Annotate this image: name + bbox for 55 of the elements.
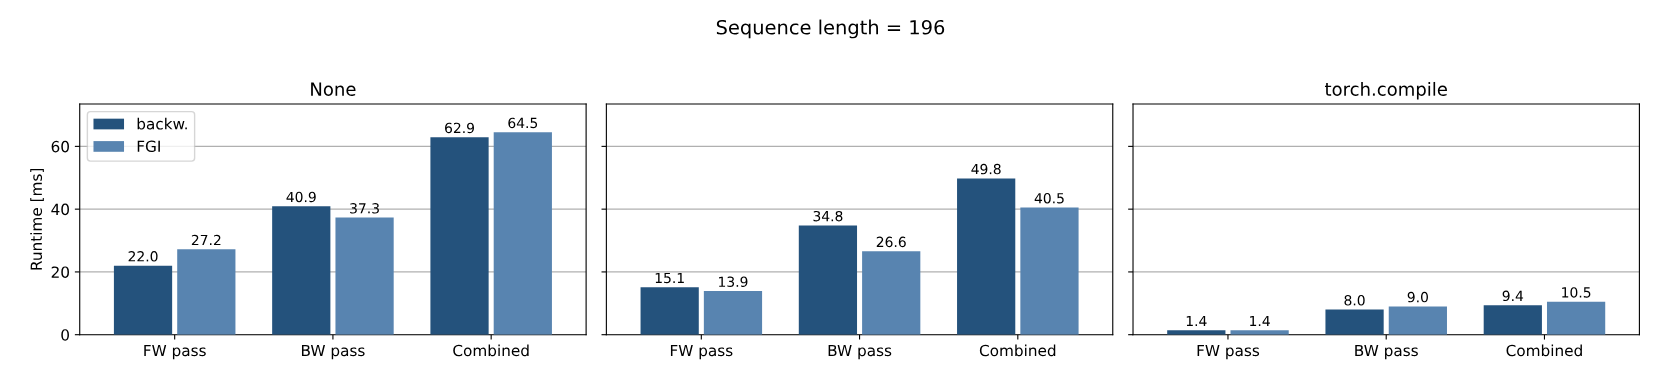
bar bbox=[640, 287, 699, 335]
bar bbox=[1546, 301, 1606, 335]
bar bbox=[272, 206, 331, 335]
data-label: 1.4 bbox=[1186, 315, 1207, 327]
bar bbox=[1020, 207, 1079, 335]
bar bbox=[1167, 330, 1226, 335]
x-tick-label: Combined bbox=[979, 344, 1056, 357]
bar bbox=[177, 249, 236, 335]
bar bbox=[1483, 305, 1542, 335]
x-tick-label: FW pass bbox=[670, 344, 733, 360]
y-tick-label: 40 bbox=[51, 203, 69, 216]
data-label: 15.1 bbox=[655, 272, 684, 284]
legend-label: FGI bbox=[137, 140, 160, 153]
x-tick-label: FW pass bbox=[1197, 344, 1260, 360]
data-label: 10.5 bbox=[1562, 287, 1591, 298]
y-tick-label: 60 bbox=[51, 140, 69, 153]
chart-title: None bbox=[311, 82, 356, 96]
data-label: 9.0 bbox=[1407, 291, 1428, 303]
x-tick-label: BW pass bbox=[301, 344, 365, 360]
data-label: 49.8 bbox=[971, 163, 1001, 175]
x-tick-label: Combined bbox=[1506, 344, 1582, 357]
bar bbox=[703, 291, 763, 335]
bar bbox=[493, 132, 552, 335]
x-tick-label: BW pass bbox=[828, 344, 892, 360]
data-label: 26.6 bbox=[876, 236, 906, 248]
y-tick-label: 20 bbox=[51, 266, 69, 278]
x-tick-label: Combined bbox=[453, 344, 529, 357]
data-label: 40.5 bbox=[1034, 193, 1064, 204]
data-label: 40.9 bbox=[286, 191, 316, 203]
x-tick-label: BW pass bbox=[1355, 344, 1418, 360]
bar bbox=[862, 251, 921, 335]
y-tick-label: 0 bbox=[61, 329, 69, 341]
text: Sequence length = 196 bbox=[716, 19, 945, 39]
data-label: 34.8 bbox=[813, 210, 843, 222]
data-label: 8.0 bbox=[1344, 295, 1365, 306]
bar bbox=[957, 178, 1016, 335]
data-label: 9.4 bbox=[1502, 290, 1524, 302]
data-label: 22.0 bbox=[128, 251, 158, 262]
data-label: 62.9 bbox=[445, 122, 475, 134]
data-label: 27.2 bbox=[191, 234, 221, 246]
x-tick-label: FW pass bbox=[144, 344, 206, 360]
y-axis-title: Runtime [ms] bbox=[30, 168, 44, 270]
chart-title: torch.compile bbox=[1324, 81, 1447, 100]
bar bbox=[1325, 309, 1384, 335]
bar bbox=[430, 137, 489, 335]
data-label: 1.4 bbox=[1250, 315, 1270, 327]
bar bbox=[335, 217, 394, 335]
bar bbox=[1230, 330, 1289, 335]
bar bbox=[113, 265, 173, 335]
legend-label: backw. bbox=[137, 117, 187, 130]
data-label: 64.5 bbox=[508, 117, 538, 129]
data-label: 37.3 bbox=[350, 203, 379, 214]
bar bbox=[1388, 306, 1447, 335]
bar bbox=[798, 225, 858, 335]
data-label: 13.9 bbox=[719, 276, 748, 287]
